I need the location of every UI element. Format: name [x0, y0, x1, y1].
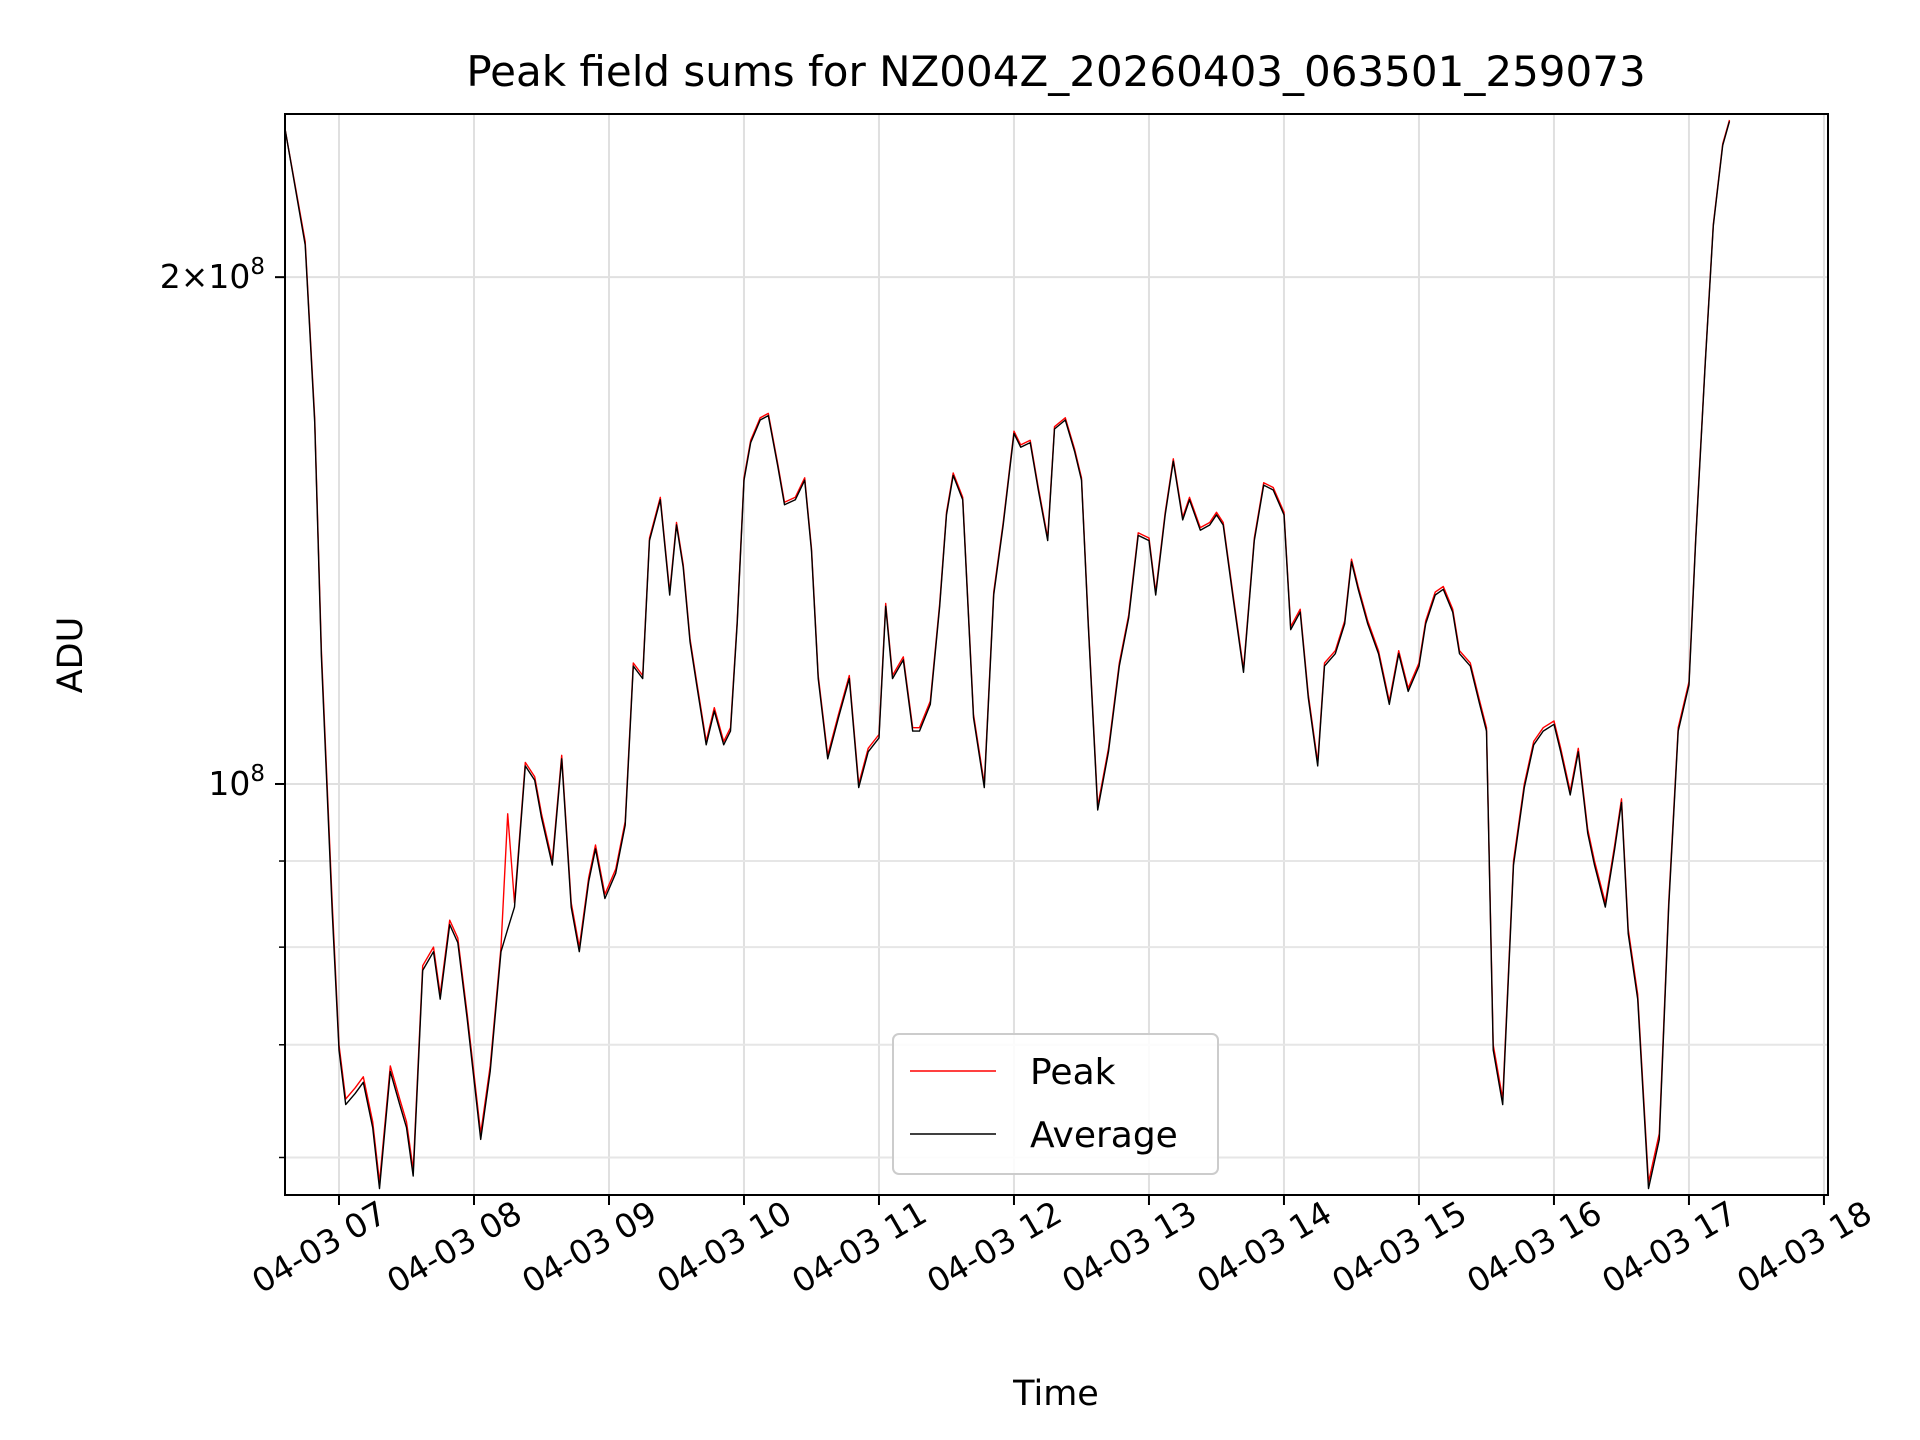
series-lines [285, 119, 1731, 1190]
legend-label-peak: Peak [1030, 1052, 1116, 1093]
y-tick-label: 2×108 [160, 254, 265, 296]
y-tick-base: 10 [208, 257, 250, 296]
y-tick-base: 10 [208, 764, 250, 803]
x-axis-label: Time [1012, 1374, 1099, 1414]
grid [285, 114, 1828, 1195]
y-axis-label: ADU [51, 617, 91, 694]
series-line-average [285, 121, 1731, 1190]
plot-frame [284, 113, 1829, 1196]
chart-title: Peak field sums for NZ004Z_20260403_0635… [466, 47, 1645, 96]
y-tick-mantissa: 2× [160, 257, 209, 296]
y-tick-exponent: 8 [250, 254, 265, 280]
y-tick-label: 108 [208, 761, 265, 803]
y-tick-exponent: 8 [250, 761, 265, 787]
legend-label-average: Average [1030, 1115, 1178, 1156]
legend-box [892, 1033, 1219, 1175]
legend: Peak Average [892, 1033, 1219, 1175]
